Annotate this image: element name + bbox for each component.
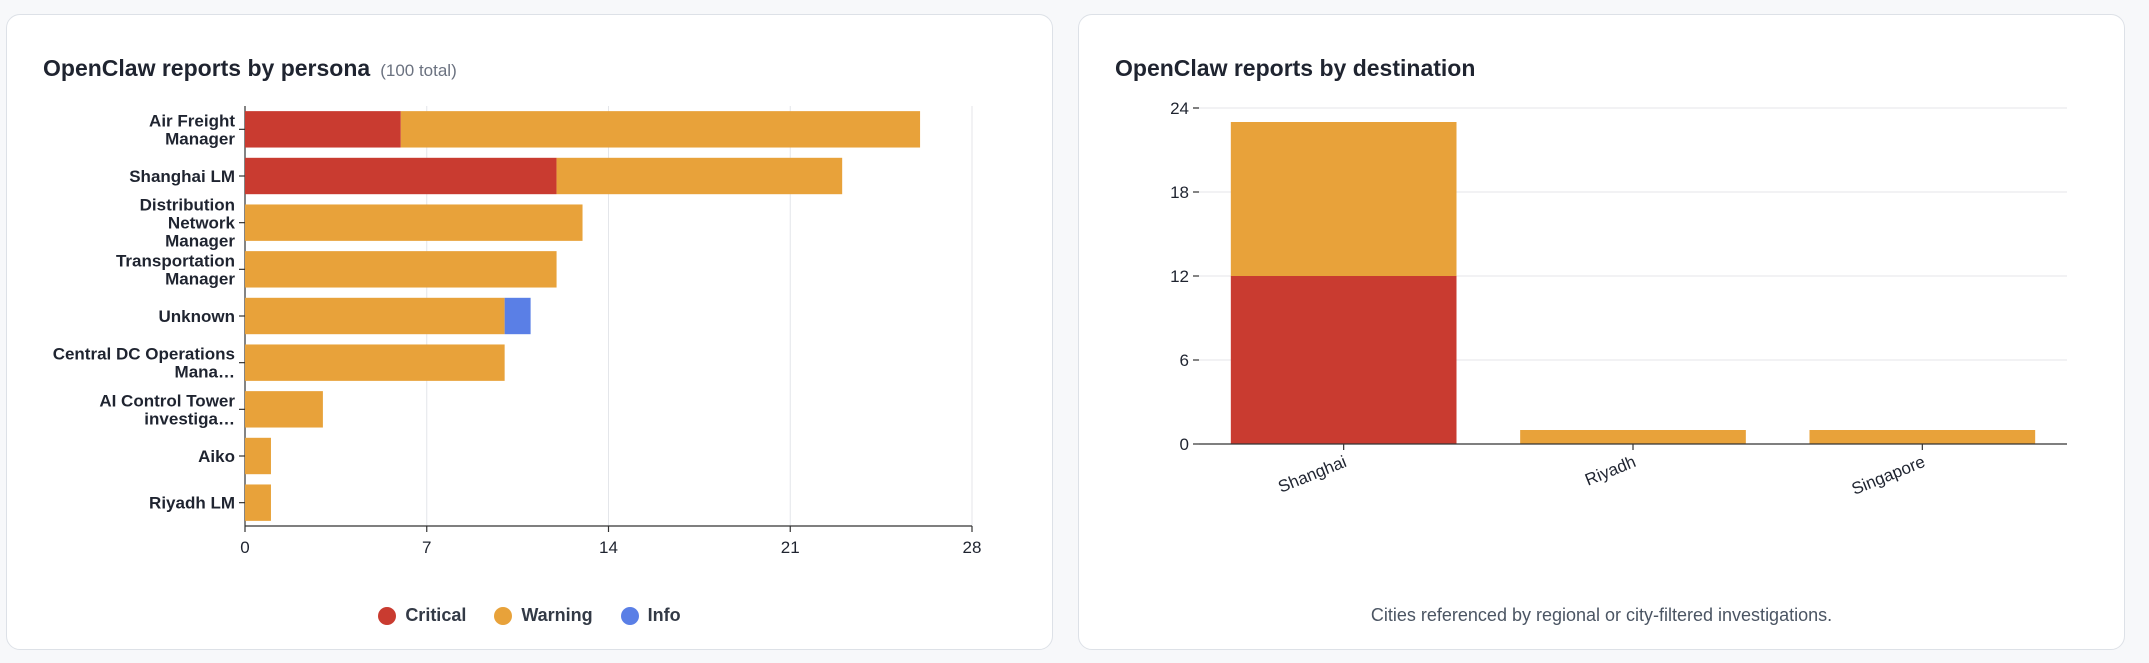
x-tick-label: 0: [240, 538, 249, 557]
y-tick-label: 24: [1170, 99, 1189, 118]
y-tick-label: 12: [1170, 267, 1189, 286]
bar-shanghai-lm-critical: [245, 157, 557, 195]
bar-singapore-warning: [1809, 430, 2036, 444]
bar-riyadh-lm-warning: [245, 484, 271, 521]
y-tick-label-line: Manager: [165, 269, 235, 288]
y-tick-label: AI Control Tower investiga…: [99, 391, 235, 428]
x-tick-label: Riyadh: [1582, 452, 1638, 489]
y-tick-label: Distribution Network Manager: [140, 196, 236, 251]
y-tick-label-line: Riyadh LM: [149, 494, 235, 513]
bar-ai-control-tower-investiga-warning: [245, 391, 323, 428]
persona-chart-title: OpenClaw reports by persona (100 total): [43, 55, 457, 82]
legend-item-info[interactable]: Info: [620, 605, 681, 626]
destination-chart-caption: Cities referenced by regional or city-fi…: [1370, 605, 1833, 625]
y-tick-label-line: Network: [168, 214, 236, 233]
y-tick-label-line: Aiko: [198, 447, 235, 466]
bar-air-freight-manager-critical: [245, 111, 401, 148]
persona-chart-total: (100 total): [380, 61, 457, 80]
y-tick-label-line: Manager: [165, 232, 235, 251]
bar-riyadh-warning: [1520, 430, 1746, 444]
y-tick-label: 18: [1170, 183, 1189, 202]
destination-chart-card: OpenClaw reports by destination Shanghai…: [1078, 14, 2125, 650]
legend-swatch-warning: [494, 606, 513, 625]
y-tick-label-line: Transportation: [116, 251, 235, 270]
bar-distribution-network-manager-warning: [245, 204, 583, 241]
persona-chart-card: OpenClaw reports by persona (100 total) 0…: [6, 14, 1053, 650]
persona-chart-legend: Critical Warning Info: [7, 605, 1052, 626]
y-tick-label: Riyadh LM: [149, 494, 235, 513]
bar-central-dc-operations-mana-warning: [245, 344, 505, 381]
legend-label-warning: Warning: [521, 605, 593, 625]
y-tick-label-line: Central DC Operations: [53, 345, 235, 364]
bar-unknown-info: [504, 297, 531, 335]
legend-label-info: Info: [647, 605, 681, 625]
y-tick-label: Air Freight Manager: [149, 111, 235, 148]
destination-bar-chart: Shanghai Riyadh Singapore 0 6 12 18 24: [1170, 99, 2067, 499]
y-tick-label-line: AI Control Tower: [99, 391, 235, 410]
legend-swatch-critical: [378, 606, 397, 625]
y-tick-label-line: Unknown: [159, 307, 236, 326]
y-tick-label-line: Manager: [165, 129, 235, 148]
x-tick-label: 21: [781, 538, 800, 557]
y-tick-label: Unknown: [159, 307, 236, 326]
legend-item-warning[interactable]: Warning: [494, 605, 593, 626]
y-tick-label-line: investiga…: [144, 409, 235, 428]
bar-aiko-warning: [245, 437, 271, 475]
y-tick-label: Transportation Manager: [116, 251, 235, 288]
x-tick-label: 7: [422, 538, 431, 557]
bar-shanghai-critical: [1230, 276, 1457, 444]
x-tick-label: 28: [963, 538, 982, 557]
y-tick-label: 0: [1180, 435, 1189, 454]
destination-chart-title: OpenClaw reports by destination: [1115, 55, 1476, 81]
y-tick-label-line: Shanghai LM: [129, 167, 235, 186]
bar-transportation-manager-warning: [245, 251, 557, 288]
y-tick-label-line: Mana…: [175, 363, 235, 382]
y-tick-label: Shanghai LM: [129, 167, 235, 186]
x-tick-label: 14: [599, 538, 618, 557]
bar-shanghai-warning: [1230, 122, 1457, 276]
x-tick-label: Shanghai: [1275, 452, 1349, 497]
legend-label-critical: Critical: [405, 605, 467, 625]
y-tick-label-line: Distribution: [140, 196, 235, 215]
bar-unknown-warning: [245, 297, 505, 335]
y-tick-label: Aiko: [198, 447, 235, 466]
bar-shanghai-lm-warning: [556, 157, 843, 195]
x-tick-label: Singapore: [1849, 452, 1928, 499]
legend-swatch-info: [620, 606, 639, 625]
legend-item-critical[interactable]: Critical: [378, 605, 466, 626]
persona-chart-title-text: OpenClaw reports by persona: [43, 55, 371, 81]
bar-air-freight-manager-warning: [400, 111, 921, 148]
y-tick-label-line: Air Freight: [149, 111, 235, 130]
y-tick-label: 6: [1180, 351, 1189, 370]
y-tick-label: Central DC Operations Mana…: [53, 345, 235, 382]
